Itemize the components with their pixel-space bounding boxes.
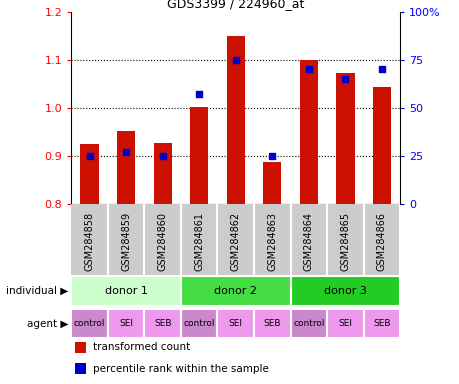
Text: GSM284860: GSM284860 — [157, 212, 167, 271]
Point — [86, 152, 93, 159]
Bar — [190, 106, 208, 204]
Text: GSM284866: GSM284866 — [376, 212, 386, 271]
Text: individual ▶: individual ▶ — [6, 286, 68, 296]
Bar — [226, 36, 244, 204]
Text: GSM284865: GSM284865 — [340, 212, 350, 271]
Bar — [153, 143, 171, 204]
Text: GSM284862: GSM284862 — [230, 212, 240, 271]
Text: GSM284858: GSM284858 — [84, 212, 95, 271]
Text: GSM284861: GSM284861 — [194, 212, 204, 271]
Bar — [363, 309, 399, 338]
Bar — [74, 363, 86, 374]
Text: SEI: SEI — [338, 319, 352, 328]
Bar — [71, 276, 180, 306]
Text: GSM284863: GSM284863 — [267, 212, 277, 271]
Bar — [253, 309, 290, 338]
Bar — [144, 309, 180, 338]
Text: percentile rank within the sample: percentile rank within the sample — [92, 364, 268, 374]
Bar — [299, 60, 317, 204]
Bar — [336, 73, 354, 204]
Text: SEB: SEB — [372, 319, 390, 328]
Text: transformed count: transformed count — [92, 343, 190, 353]
Point — [159, 152, 166, 159]
Bar — [107, 309, 144, 338]
Text: control: control — [292, 319, 324, 328]
Point — [341, 76, 348, 82]
Text: SEB: SEB — [154, 319, 171, 328]
Text: control: control — [183, 319, 214, 328]
Point — [377, 66, 385, 72]
Bar — [74, 342, 86, 353]
Text: control: control — [73, 319, 105, 328]
Bar — [71, 309, 107, 338]
Bar — [263, 162, 281, 204]
Text: donor 1: donor 1 — [105, 286, 147, 296]
Title: GDS3399 / 224960_at: GDS3399 / 224960_at — [167, 0, 304, 10]
Bar — [326, 309, 363, 338]
Point — [231, 56, 239, 63]
Bar — [290, 309, 326, 338]
Bar — [180, 276, 290, 306]
Bar — [290, 276, 399, 306]
Point — [268, 152, 275, 159]
Point — [122, 149, 129, 155]
Text: donor 3: donor 3 — [323, 286, 366, 296]
Point — [304, 66, 312, 72]
Text: SEB: SEB — [263, 319, 280, 328]
Bar — [117, 131, 135, 204]
Text: GSM284864: GSM284864 — [303, 212, 313, 271]
Text: agent ▶: agent ▶ — [27, 318, 68, 329]
Text: SEI: SEI — [228, 319, 242, 328]
Text: GSM284859: GSM284859 — [121, 212, 131, 271]
Text: donor 2: donor 2 — [214, 286, 257, 296]
Bar — [80, 144, 99, 204]
Point — [195, 91, 202, 97]
Bar — [180, 309, 217, 338]
Bar — [372, 87, 390, 204]
Bar — [217, 309, 253, 338]
Text: SEI: SEI — [119, 319, 133, 328]
